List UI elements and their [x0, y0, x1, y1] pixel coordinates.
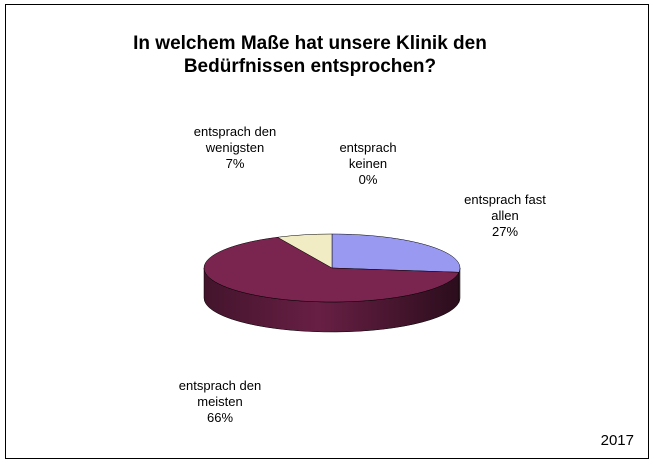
pie-slice-fast-allen [331, 233, 461, 273]
label-wenigsten-value: 7% [225, 156, 245, 171]
chart-title-line-1: In welchem Maße hat unsere Klinik den [133, 33, 487, 54]
label-wenigsten-line-1: entsprach den [193, 124, 277, 139]
chart-frame [5, 4, 649, 459]
label-meisten-line-1: entsprach den [178, 378, 262, 393]
chart-title: In welchem Maße hat unsere Klinik den Be… [60, 32, 560, 78]
label-meisten-line-2: meisten [197, 394, 243, 409]
year-label: 2017 [600, 432, 634, 449]
label-fast-allen: entsprach fast allen 27% [440, 192, 570, 240]
label-fast-allen-line-1: entsprach fast [464, 192, 546, 207]
label-keinen: entsprach keinen 0% [318, 140, 418, 188]
label-meisten: entsprach den meisten 66% [150, 378, 290, 426]
label-keinen-value: 0% [358, 172, 378, 187]
label-fast-allen-value: 27% [491, 224, 519, 239]
label-fast-allen-line-2: allen [491, 208, 519, 223]
chart-title-line-2: Bedürfnissen entsprochen? [183, 56, 437, 77]
label-keinen-line-1: entsprach [339, 140, 397, 155]
label-wenigsten: entsprach den wenigsten 7% [165, 124, 305, 172]
label-wenigsten-line-2: wenigsten [205, 140, 265, 155]
pie-slice-wenigsten [276, 233, 333, 269]
pie-slice-meisten [203, 236, 460, 303]
label-meisten-value: 66% [206, 410, 234, 425]
label-keinen-line-2: keinen [348, 156, 388, 171]
